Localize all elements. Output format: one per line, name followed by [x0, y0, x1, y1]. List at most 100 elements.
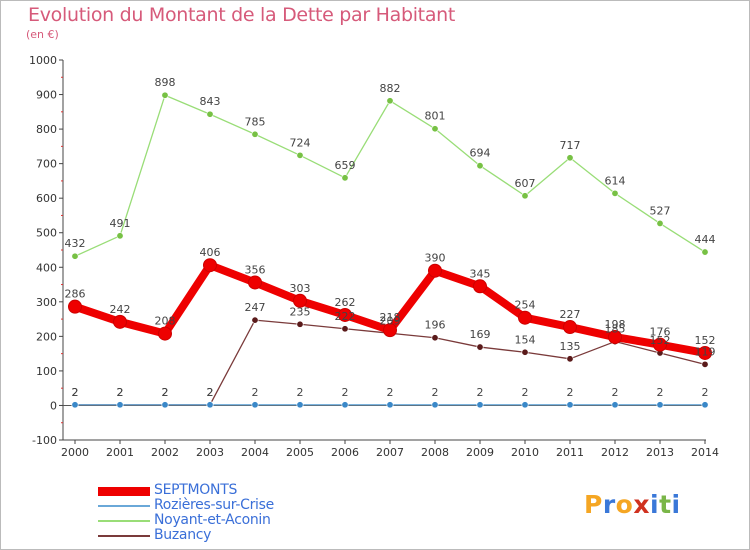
data-point: [203, 258, 217, 273]
data-point: [158, 326, 172, 341]
data-point: [296, 151, 304, 159]
x-tick-label: 2005: [286, 446, 314, 459]
data-point: [521, 192, 529, 200]
data-label: 303: [290, 282, 311, 295]
data-label: 2: [477, 386, 484, 399]
y-tick-label: 1000: [29, 54, 57, 67]
data-label: 491: [110, 217, 131, 230]
data-label: 898: [155, 76, 176, 89]
logo-letter: o: [615, 490, 634, 519]
data-label: 254: [515, 299, 536, 312]
x-tick-label: 2003: [196, 446, 224, 459]
legend-swatch: [98, 486, 150, 496]
data-label: 169: [470, 328, 491, 341]
x-tick-label: 2010: [511, 446, 539, 459]
series-rozi-res-sur-crise: [71, 401, 709, 409]
logo-letter: r: [602, 490, 616, 519]
data-point: [386, 97, 394, 105]
data-label: 390: [425, 252, 446, 265]
data-point: [701, 360, 709, 368]
data-point: [431, 401, 439, 409]
legend-swatch: [98, 535, 150, 537]
data-label: 208: [155, 315, 176, 328]
data-label: 154: [515, 333, 536, 346]
y-tick-label: 500: [36, 227, 57, 240]
data-point: [566, 154, 574, 162]
logo-letter: x: [633, 490, 650, 519]
logo-letter: i: [650, 490, 660, 519]
line-chart: -100 0 100 200 300 400 500 600 700 800 900 1000 2000…: [29, 54, 719, 459]
data-label: 2: [162, 386, 169, 399]
data-point: [251, 130, 259, 138]
data-point: [656, 219, 664, 227]
x-tick-label: 2014: [691, 446, 719, 459]
y-tick-label: 800: [36, 123, 57, 136]
data-point: [476, 162, 484, 170]
data-point: [386, 401, 394, 409]
data-label: 801: [425, 110, 446, 123]
data-label: 2: [72, 386, 79, 399]
x-tick-label: 2002: [151, 446, 179, 459]
data-point: [701, 401, 709, 409]
data-label: 659: [335, 159, 356, 172]
data-label: 247: [245, 301, 266, 314]
legend-label: Buzancy: [154, 527, 212, 543]
x-tick-label: 2006: [331, 446, 359, 459]
data-label: 227: [560, 308, 581, 321]
y-tick-label: 100: [36, 365, 57, 378]
x-tick-label: 2013: [646, 446, 674, 459]
logo-letter: t: [659, 490, 672, 519]
data-label: 2: [567, 386, 574, 399]
data-label: 614: [605, 174, 626, 187]
data-label: 196: [425, 319, 446, 332]
data-labels: 2 2 2 2 2 2 2 2 2 2 2 2 2 2 2: [72, 386, 709, 399]
data-point: [341, 174, 349, 182]
data-point: [608, 330, 622, 345]
data-point: [161, 401, 169, 409]
data-point: [113, 314, 127, 329]
x-tick-label: 2001: [106, 446, 134, 459]
data-label: 356: [245, 263, 266, 276]
x-tick-label: 2008: [421, 446, 449, 459]
y-tick-label: 400: [36, 261, 57, 274]
y-tick-label: 700: [36, 158, 57, 171]
legend-label: Noyant-et-Aconin: [154, 512, 271, 528]
data-label: 527: [650, 204, 671, 217]
data-label: 286: [65, 288, 86, 301]
data-label: 2: [117, 386, 124, 399]
x-tick-label: 2012: [601, 446, 629, 459]
y-tick-label: -100: [32, 434, 57, 447]
x-tick-label: 2011: [556, 446, 584, 459]
data-label: 2: [522, 386, 529, 399]
y-tick-label: 200: [36, 330, 57, 343]
data-label: 843: [200, 95, 221, 108]
data-label: 2: [117, 386, 124, 399]
data-point: [71, 252, 79, 260]
logo-letter: i: [671, 490, 681, 519]
data-point: [251, 316, 259, 324]
legend-swatch: [98, 505, 150, 507]
data-point: [521, 348, 529, 356]
series-septmonts: [68, 258, 712, 360]
data-label: 2: [207, 386, 214, 399]
data-label: 2: [432, 386, 439, 399]
data-point: [611, 401, 619, 409]
data-label: 235: [290, 305, 311, 318]
series-noyant-et-aconin: [71, 91, 709, 260]
data-label: 2: [162, 386, 169, 399]
data-point: [338, 307, 352, 322]
data-point: [341, 325, 349, 333]
data-point: [341, 401, 349, 409]
data-point: [248, 275, 262, 290]
data-point: [431, 334, 439, 342]
data-point: [206, 110, 214, 118]
data-labels: 2862422084063563032622183903452542271981…: [65, 246, 716, 347]
data-label: 724: [290, 136, 311, 149]
data-label: 406: [200, 246, 221, 259]
x-tick-label: 2007: [376, 446, 404, 459]
data-point: [653, 337, 667, 352]
data-point: [698, 345, 712, 360]
data-label: 694: [470, 147, 491, 160]
legend-label: SEPTMONTS: [154, 482, 238, 498]
data-label: 222: [335, 310, 356, 323]
